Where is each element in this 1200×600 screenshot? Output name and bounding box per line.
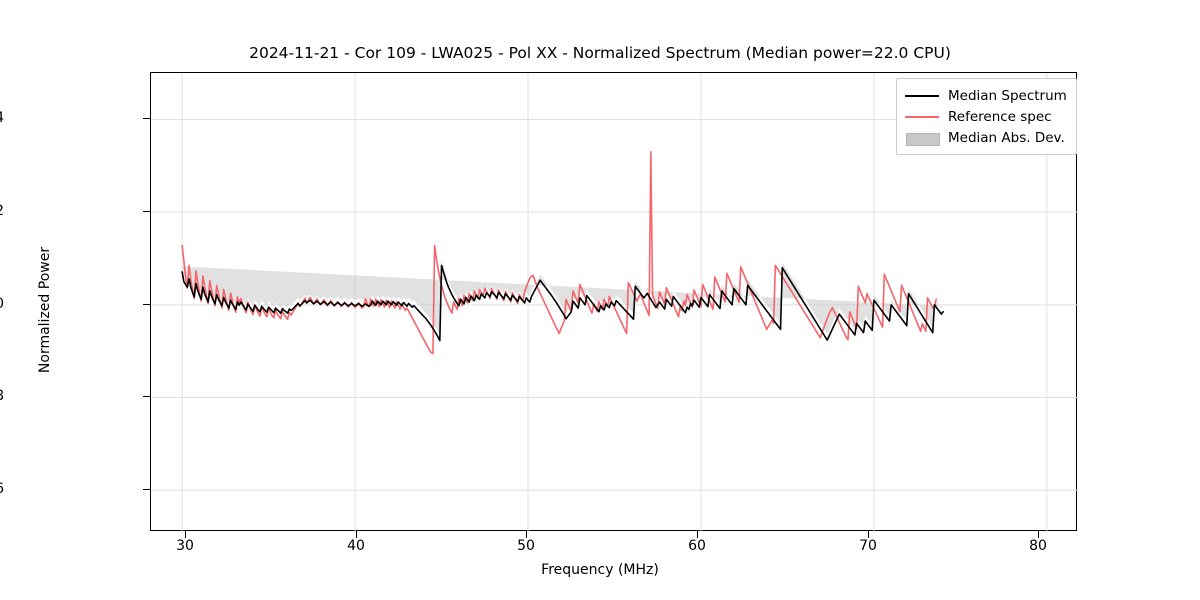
y-axis-label: Normalized Power — [37, 246, 53, 374]
legend-item-median-spectrum: Median Spectrum — [905, 85, 1067, 106]
y-tick-label-1.2: 1.2 — [0, 203, 4, 219]
y-tick-mark-0.6 — [143, 489, 150, 490]
chart-legend: Median Spectrum Reference spec Median Ab… — [896, 78, 1077, 155]
median-spectrum-line — [181, 264, 944, 342]
y-tick-label-0.8: 0.8 — [0, 388, 4, 404]
x-tick-mark-30 — [185, 531, 186, 538]
y-tick-label-1.0: 1.0 — [0, 296, 4, 312]
x-tick-label-70: 70 — [859, 538, 877, 554]
y-tick-mark-1.4 — [143, 118, 150, 119]
x-tick-label-40: 40 — [347, 538, 365, 554]
legend-label-reference-spec: Reference spec — [948, 108, 1052, 125]
x-tick-mark-40 — [356, 531, 357, 538]
legend-item-median-abs-dev: Median Abs. Dev. — [905, 127, 1067, 148]
y-tick-mark-1.0 — [143, 304, 150, 305]
y-tick-mark-1.2 — [143, 211, 150, 212]
legend-label-median-spectrum: Median Spectrum — [948, 87, 1067, 104]
legend-item-reference-spec: Reference spec — [905, 106, 1067, 127]
y-tick-label-0.6: 0.6 — [0, 481, 4, 497]
y-tick-label-1.4: 1.4 — [0, 110, 4, 126]
x-tick-mark-60 — [697, 531, 698, 538]
x-tick-mark-80 — [1038, 531, 1039, 538]
legend-label-median-abs-dev: Median Abs. Dev. — [948, 129, 1065, 146]
x-tick-label-50: 50 — [517, 538, 535, 554]
chart-title: 2024-11-21 - Cor 109 - LWA025 - Pol XX -… — [249, 44, 951, 62]
legend-line-icon-median-spectrum — [905, 89, 939, 103]
x-tick-label-60: 60 — [688, 538, 706, 554]
median-abs-dev-band — [182, 259, 944, 335]
x-tick-mark-50 — [526, 531, 527, 538]
x-tick-label-30: 30 — [176, 538, 194, 554]
reference-spec-line — [181, 151, 937, 355]
y-tick-mark-0.8 — [143, 396, 150, 397]
x-tick-label-80: 80 — [1029, 538, 1047, 554]
spectrum-plot-svg — [151, 73, 1078, 532]
legend-line-icon-reference-spec — [905, 110, 939, 124]
x-tick-mark-70 — [868, 531, 869, 538]
x-axis-label: Frequency (MHz) — [541, 562, 659, 578]
legend-patch-icon-median-abs-dev — [905, 131, 940, 146]
